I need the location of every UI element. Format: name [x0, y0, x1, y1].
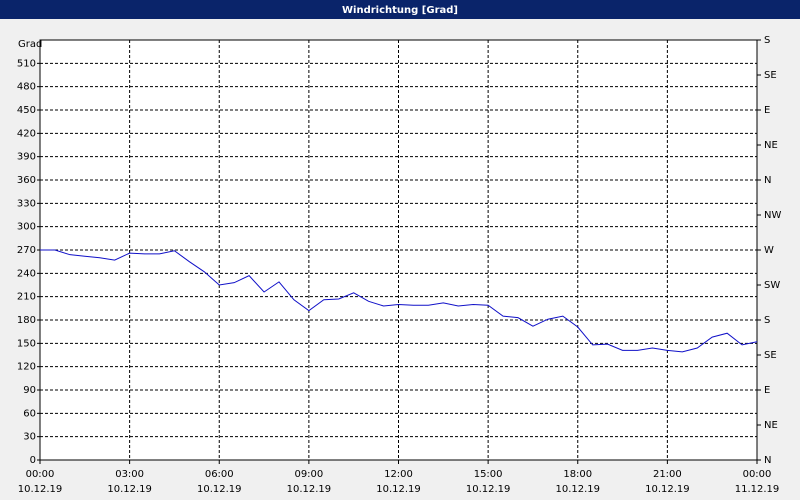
y2-tick-label: SE [764, 70, 777, 81]
data-line [40, 249, 758, 353]
y-tick-label: 420 [17, 128, 36, 139]
y-tick-label: 0 [30, 455, 36, 466]
y-tick-label: 360 [17, 175, 36, 186]
y-tick-label: 90 [23, 385, 36, 396]
y-axis-label: Grad [18, 39, 42, 50]
y-tick-label: 30 [23, 432, 36, 443]
y-tick-label: 150 [17, 338, 36, 349]
y-tick-label: 60 [23, 408, 36, 419]
title-bar [0, 0, 800, 19]
y2-tick-label: NW [764, 210, 781, 221]
x-tick-label: 18:00 [563, 469, 592, 480]
y-tick-label: 480 [17, 82, 36, 93]
x-tick-date: 10.12.19 [18, 484, 63, 495]
x-tick-label: 21:00 [653, 469, 682, 480]
x-tick-date: 10.12.19 [466, 484, 511, 495]
y2-tick-label: W [764, 245, 774, 256]
y-tick-label: 450 [17, 105, 36, 116]
y2-tick-label: S [764, 35, 770, 46]
x-tick-label: 03:00 [115, 469, 144, 480]
y2-tick-label: E [764, 105, 770, 116]
y-tick-label: 240 [17, 268, 36, 279]
x-tick-date: 10.12.19 [287, 484, 332, 495]
y-tick-label: 120 [17, 362, 36, 373]
y2-tick-label: NE [764, 140, 778, 151]
x-tick-label: 06:00 [205, 469, 234, 480]
y2-tick-label: SE [764, 350, 777, 361]
chart-title: Windrichtung [Grad] [342, 5, 458, 16]
x-tick-label: 12:00 [384, 469, 413, 480]
x-tick-date: 10.12.19 [197, 484, 242, 495]
y2-tick-label: SW [764, 280, 780, 291]
x-tick-date: 10.12.19 [376, 484, 421, 495]
x-tick-label: 00:00 [743, 469, 772, 480]
y-tick-label: 390 [17, 152, 36, 163]
x-tick-label: 09:00 [294, 469, 323, 480]
x-tick-label: 00:00 [26, 469, 55, 480]
y-tick-label: 180 [17, 315, 36, 326]
y-tick-label: 210 [17, 292, 36, 303]
y-tick-label: 330 [17, 198, 36, 209]
x-tick-date: 10.12.19 [645, 484, 690, 495]
y2-tick-label: E [764, 385, 770, 396]
y2-tick-label: NE [764, 420, 778, 431]
y2-tick-label: S [764, 315, 770, 326]
x-tick-date: 11.12.19 [735, 484, 780, 495]
x-tick-date: 10.12.19 [107, 484, 152, 495]
y2-tick-label: N [764, 175, 771, 186]
y-tick-label: 270 [17, 245, 36, 256]
y-tick-label: 300 [17, 222, 36, 233]
x-tick-label: 15:00 [474, 469, 503, 480]
x-tick-date: 10.12.19 [555, 484, 600, 495]
y-tick-label: 510 [17, 58, 36, 69]
y2-tick-label: N [764, 455, 771, 466]
